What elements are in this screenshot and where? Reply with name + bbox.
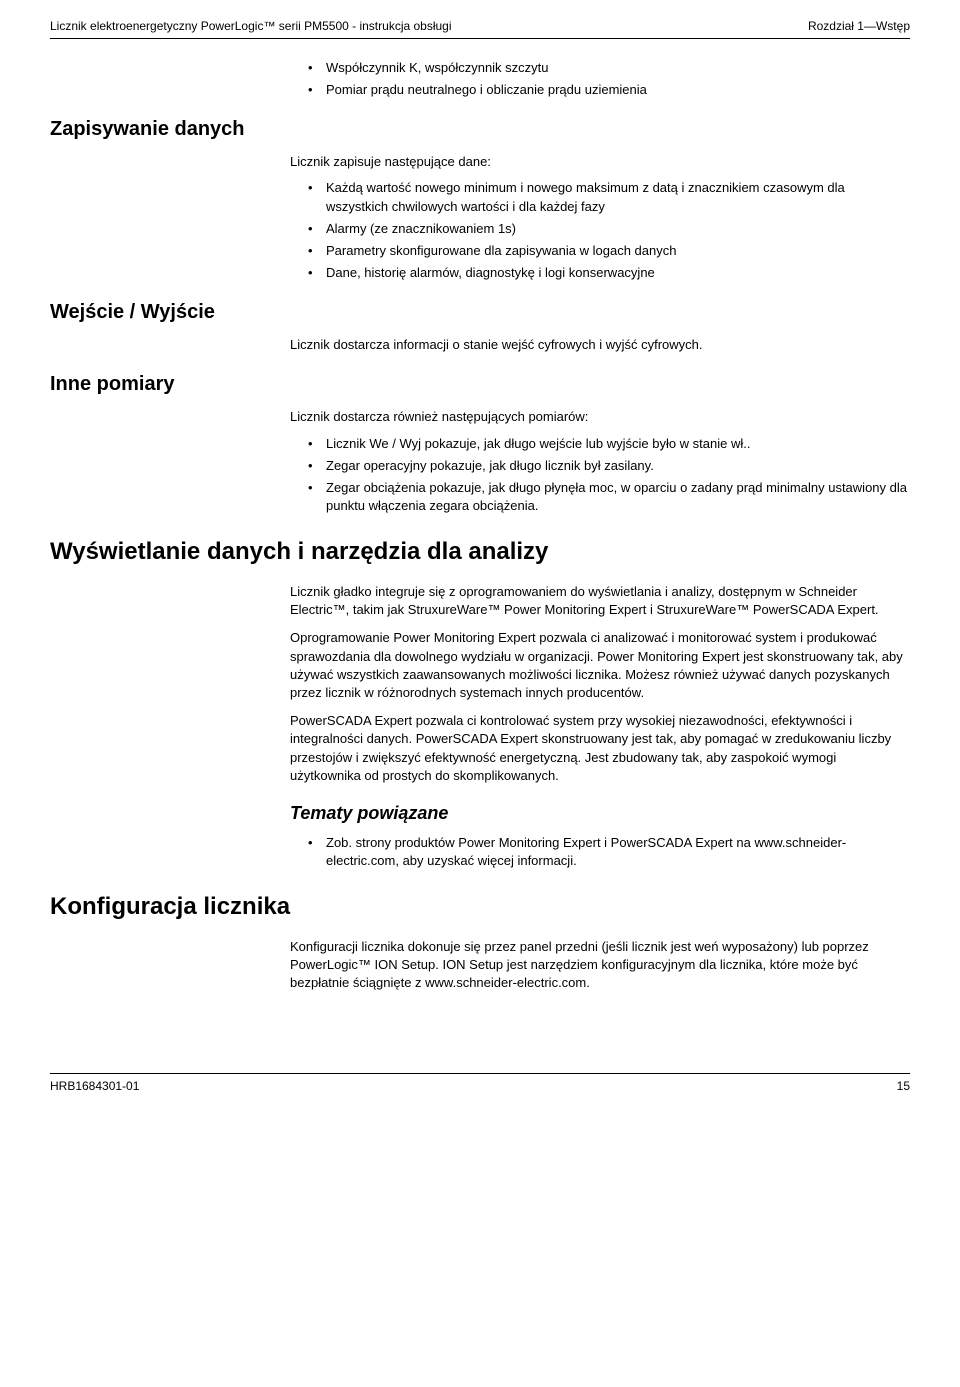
subheading-tematy: Tematy powiązane — [290, 801, 910, 826]
intro-bullet-list: Współczynnik K, współczynnik szczytu Pom… — [290, 59, 910, 99]
list-item: Alarmy (ze znacznikowaniem 1s) — [308, 220, 910, 238]
list-item: Dane, historię alarmów, diagnostykę i lo… — [308, 264, 910, 282]
page-header: Licznik elektroenergetyczny PowerLogic™ … — [50, 18, 910, 39]
footer-left: HRB1684301-01 — [50, 1078, 139, 1095]
page-footer: HRB1684301-01 15 — [50, 1073, 910, 1095]
body-text: Licznik dostarcza informacji o stanie we… — [290, 336, 910, 354]
body-text: Oprogramowanie Power Monitoring Expert p… — [290, 629, 910, 702]
body-text: Licznik gładko integruje się z oprogramo… — [290, 583, 910, 619]
section-heading-zapisywanie: Zapisywanie danych — [50, 115, 910, 143]
body-text: Konfiguracji licznika dokonuje się przez… — [290, 938, 910, 993]
footer-page-number: 15 — [897, 1078, 910, 1095]
list-item: Licznik We / Wyj pokazuje, jak długo wej… — [308, 435, 910, 453]
zapisywanie-bullet-list: Każdą wartość nowego minimum i nowego ma… — [290, 179, 910, 282]
section-heading-wyswietlanie: Wyświetlanie danych i narzędzia dla anal… — [50, 535, 910, 569]
list-item: Zegar obciążenia pokazuje, jak długo pły… — [308, 479, 910, 515]
list-item: Zegar operacyjny pokazuje, jak długo lic… — [308, 457, 910, 475]
section-heading-konfiguracja: Konfiguracja licznika — [50, 890, 910, 924]
lead-text: Licznik dostarcza również następujących … — [290, 408, 910, 426]
list-item: Każdą wartość nowego minimum i nowego ma… — [308, 179, 910, 215]
tematy-bullet-list: Zob. strony produktów Power Monitoring E… — [290, 834, 910, 870]
body-text: PowerSCADA Expert pozwala ci kontrolować… — [290, 712, 910, 785]
list-item: Zob. strony produktów Power Monitoring E… — [308, 834, 910, 870]
list-item: Współczynnik K, współczynnik szczytu — [308, 59, 910, 77]
header-right: Rozdział 1—Wstęp — [808, 18, 910, 35]
list-item: Parametry skonfigurowane dla zapisywania… — [308, 242, 910, 260]
header-left: Licznik elektroenergetyczny PowerLogic™ … — [50, 18, 452, 35]
inne-bullet-list: Licznik We / Wyj pokazuje, jak długo wej… — [290, 435, 910, 516]
section-heading-wejscie: Wejście / Wyjście — [50, 298, 910, 326]
section-heading-inne: Inne pomiary — [50, 370, 910, 398]
list-item: Pomiar prądu neutralnego i obliczanie pr… — [308, 81, 910, 99]
lead-text: Licznik zapisuje następujące dane: — [290, 153, 910, 171]
